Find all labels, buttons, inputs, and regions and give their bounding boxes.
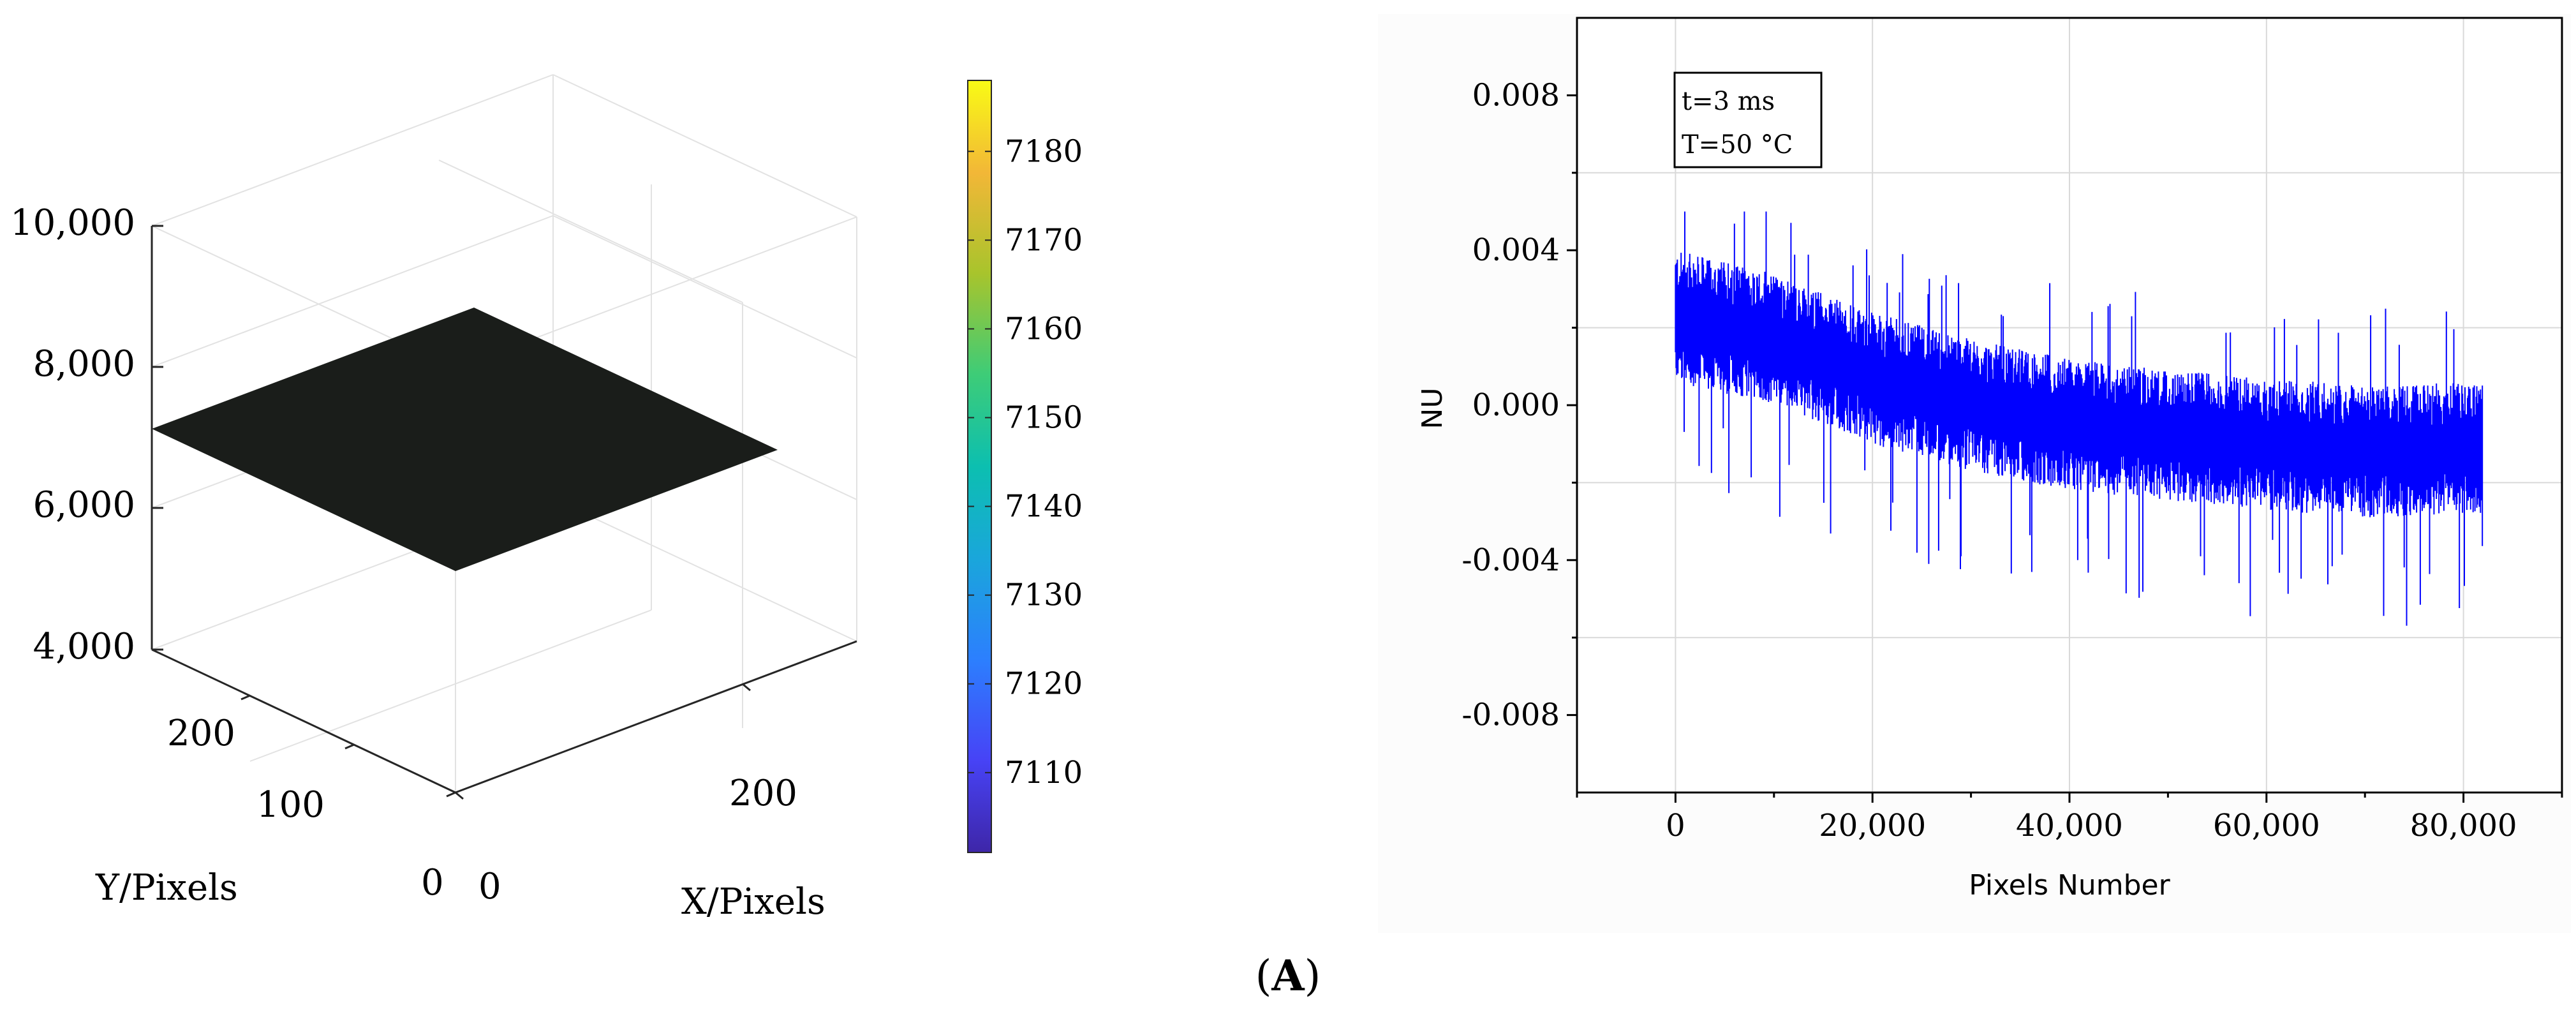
surface-plot-3d: 4,000 6,000 8,000 10,000 200 100 0 0 200… [10,74,1083,923]
legend-box: t=3 ms T=50 °C [1673,71,1823,168]
x-tick-label: 20,000 [1819,808,1926,844]
y-tick-label: 0.000 [1472,387,1560,423]
z-tick-label: 8,000 [33,343,135,385]
y-tick-label: -0.004 [1462,542,1560,578]
y-axis-label: NU [1416,387,1449,429]
legend-line-temperature: T=50 °C [1682,130,1793,160]
x-tick-label: 200 [729,773,797,814]
colorbar: 7110 7120 7130 7140 7150 7160 7170 7180 [967,80,1083,853]
surface-patch [152,308,778,571]
nu-series-band [1675,211,2483,626]
x-tick-label: 0 [478,866,501,907]
y-tick-label: 0.004 [1472,232,1560,268]
x-axis-label: Pixels Number [1969,869,2170,902]
colorbar-tick-label: 7160 [1005,311,1083,346]
x-tick-label: 60,000 [2213,808,2320,844]
x-axis-label: X/Pixels [681,881,825,923]
y-tick-label: -0.008 [1462,697,1560,733]
colorbar-tick-label: 7120 [1005,666,1083,702]
panel-label: (A) [1255,951,1321,1001]
y-tick-label: 200 [167,713,235,754]
x-tick-label: 40,000 [2016,808,2123,844]
y-tick-label: 100 [256,784,325,826]
x-tick-label: 0 [1666,808,1685,844]
colorbar-tick-label: 7110 [1005,755,1083,791]
x-axis-line [455,640,857,794]
colorbar-tick-label: 7180 [1005,133,1083,169]
legend-line-time: t=3 ms [1682,87,1775,116]
y-axis-line [151,648,456,794]
y-tick-label: 0 [421,862,444,904]
colorbar-tick-label: 7140 [1005,489,1083,525]
nu-line-plot: 0.008 0.004 0.000 -0.004 -0.008 0 20,000… [1378,14,2571,933]
colorbar-gradient [967,80,992,853]
z-tick-label: 6,000 [33,484,135,526]
surface-3d-axes [151,225,857,800]
colorbar-tick-label: 7150 [1005,400,1083,436]
z-tick-label: 4,000 [33,626,135,667]
y-axis-label: Y/Pixels [95,867,238,909]
z-tick-label: 10,000 [10,202,135,244]
colorbar-tick-label: 7170 [1005,222,1083,258]
panel-letter: A [1271,951,1305,1001]
colorbar-tick-label: 7130 [1005,577,1083,613]
x-tick-label: 80,000 [2410,808,2517,844]
y-tick-label: 0.008 [1472,77,1560,113]
